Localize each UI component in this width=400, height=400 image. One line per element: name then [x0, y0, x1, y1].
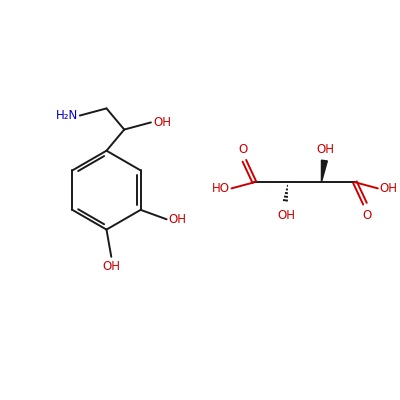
Text: O: O: [362, 209, 372, 222]
Text: OH: OH: [153, 116, 171, 129]
Text: OH: OH: [102, 260, 120, 273]
Text: H₂N: H₂N: [56, 109, 78, 122]
Text: OH: OH: [316, 143, 334, 156]
Text: HO: HO: [212, 182, 230, 195]
Text: OH: OH: [168, 213, 186, 226]
Polygon shape: [322, 160, 327, 182]
Text: OH: OH: [380, 182, 398, 195]
Text: O: O: [239, 143, 248, 156]
Text: OH: OH: [277, 209, 295, 222]
